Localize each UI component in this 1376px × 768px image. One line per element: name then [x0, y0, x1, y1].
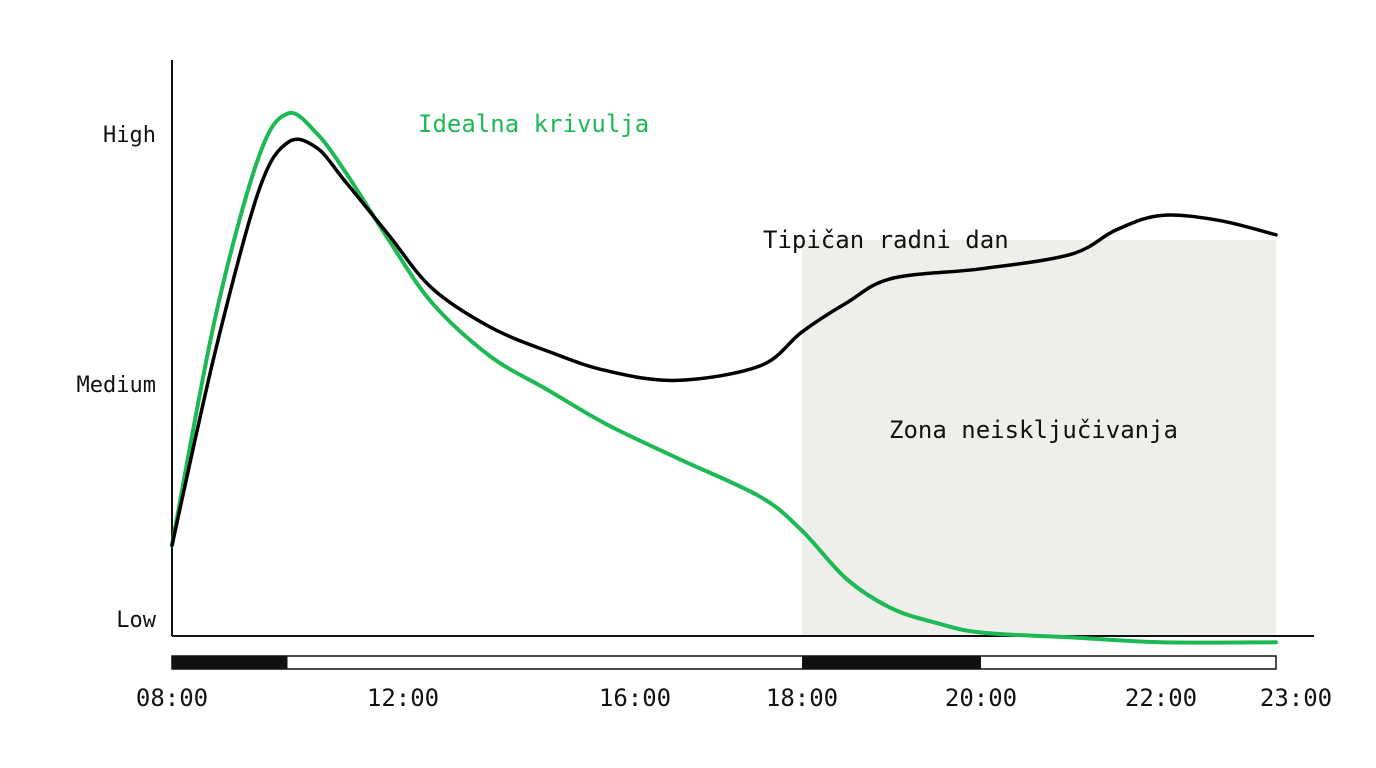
time-bar-outline — [171, 655, 1277, 670]
x-tick-label: 08:00 — [136, 684, 208, 712]
y-tick-label: Low — [116, 608, 156, 633]
x-tick-label: 20:00 — [945, 684, 1017, 712]
x-tick-label: 16:00 — [599, 684, 671, 712]
typical-day-label: Tipičan radni dan — [763, 226, 1009, 254]
shaded-zone — [802, 240, 1276, 636]
time-bar-filled-segment — [802, 656, 981, 669]
time-bar-empty-segment — [981, 656, 1276, 669]
y-tick-label: Medium — [77, 373, 156, 398]
time-bar — [171, 655, 1277, 670]
typical-day-line — [170, 137, 1278, 548]
x-tick-labels: 08:00 12:00 16:00 18:00 20:00 22:00 23:00 — [136, 684, 1332, 712]
ideal-curve-line — [170, 110, 1278, 645]
y-tick-label: High — [103, 123, 156, 148]
x-tick-label: 23:00 — [1260, 684, 1332, 712]
zone-label: Zona neisključivanja — [889, 416, 1178, 444]
time-bar-filled-segment — [172, 656, 288, 669]
series-layer — [170, 110, 1278, 645]
x-tick-label: 18:00 — [766, 684, 838, 712]
x-tick-label: 12:00 — [367, 684, 439, 712]
x-tick-label: 22:00 — [1125, 684, 1197, 712]
ideal-curve-label: Idealna krivulja — [418, 110, 649, 138]
time-bar-empty-segment — [287, 656, 802, 669]
